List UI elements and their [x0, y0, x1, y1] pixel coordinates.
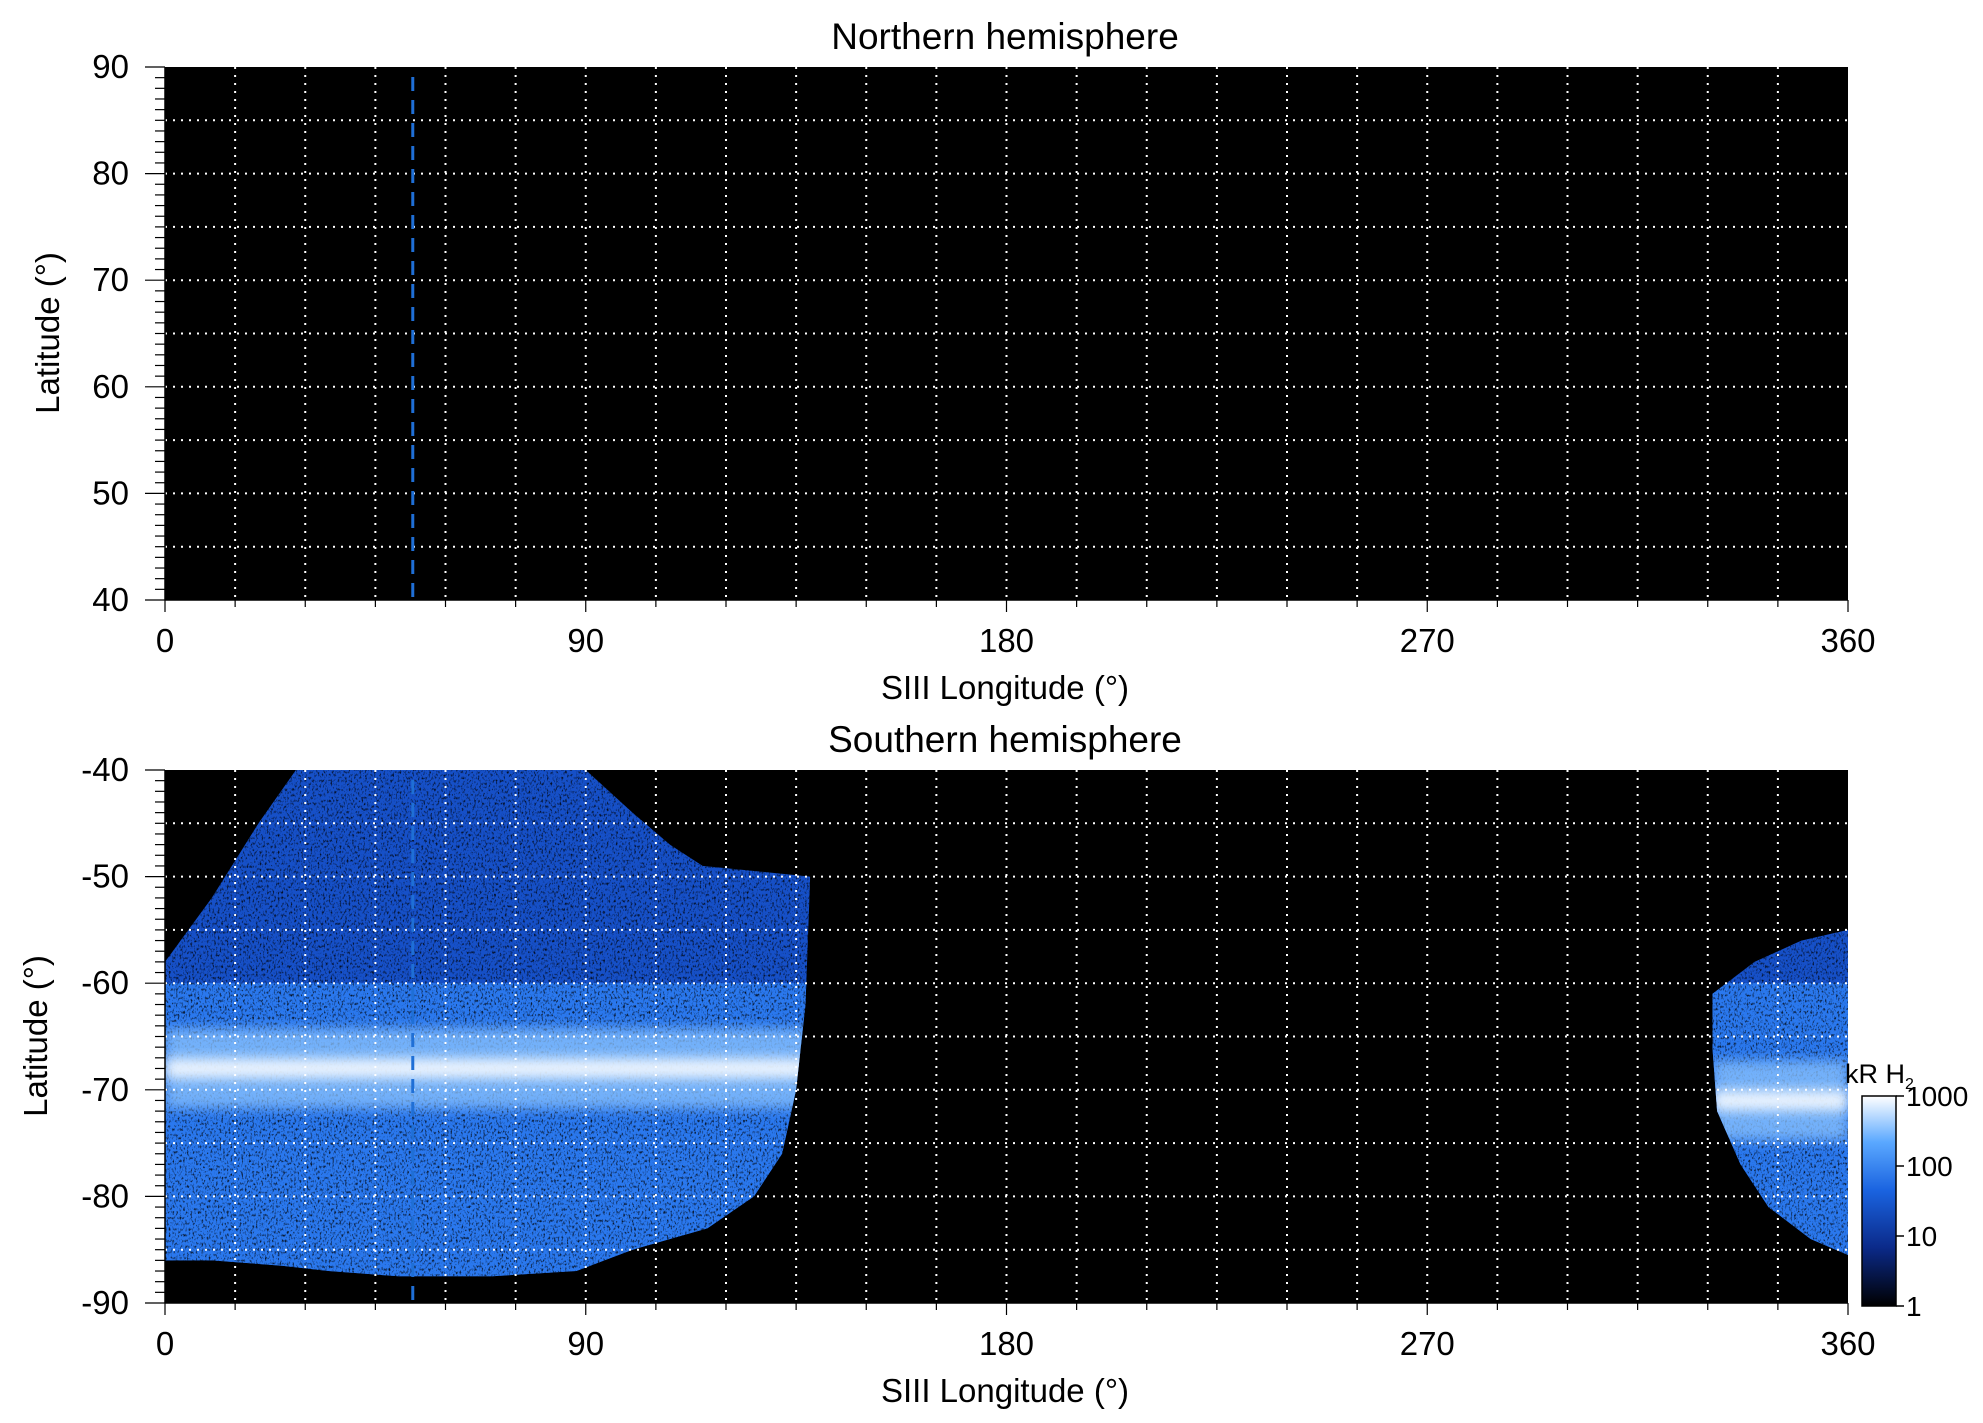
south-x-tick-label: 0 [156, 1325, 174, 1362]
west-region-main-oval-core [165, 1058, 811, 1079]
south-panel: Southern hemisphere -90 -80 -70 -60 -50 -40 0 9… [17, 719, 1876, 1409]
colorbar-gradient [1861, 1095, 1897, 1307]
south-y-tick-label: -90 [81, 1284, 129, 1321]
north-y-tick-label: 70 [92, 261, 129, 298]
south-x-tick-label: 270 [1400, 1325, 1455, 1362]
south-x-tick-label: 180 [979, 1325, 1034, 1362]
colorbar-tick-label: 10 [1906, 1221, 1937, 1252]
colorbar-label-subscript: 2 [1905, 1076, 1914, 1093]
colorbar: kR H2 1 10 100 1000 [1845, 1059, 1968, 1322]
south-y-tick-label: -40 [81, 751, 129, 788]
north-axes: 40 50 60 70 80 90 0 90 180 270 360 [92, 48, 1875, 659]
south-ylabel: Latitude (°) [17, 955, 54, 1117]
north-xlabel: SIII Longitude (°) [881, 669, 1129, 706]
colorbar-tick-label: 1000 [1906, 1081, 1968, 1112]
south-title: Southern hemisphere [828, 719, 1182, 760]
south-xlabel: SIII Longitude (°) [881, 1372, 1129, 1409]
south-grid [165, 770, 1848, 1303]
north-panel: Northern hemisphere 40 50 60 70 80 90 0 90 180 27… [29, 16, 1876, 706]
north-ylabel: Latitude (°) [29, 252, 66, 414]
north-y-tick-label: 90 [92, 48, 129, 85]
north-y-tick-label: 80 [92, 155, 129, 192]
north-y-tick-label: 40 [92, 581, 129, 618]
north-x-tick-label: 270 [1400, 622, 1455, 659]
north-grid [165, 67, 1848, 600]
north-x-tick-label: 360 [1820, 622, 1875, 659]
south-y-tick-label: -50 [81, 858, 129, 895]
south-x-tick-label: 360 [1820, 1325, 1875, 1362]
south-axes: -90 -80 -70 -60 -50 -40 0 90 180 270 360 [81, 751, 1875, 1362]
north-x-tick-label: 0 [156, 622, 174, 659]
south-y-tick-label: -60 [81, 964, 129, 1001]
north-y-tick-label: 50 [92, 474, 129, 511]
east-region-main-oval-core [1712, 1090, 1848, 1111]
north-y-tick-label: 60 [92, 368, 129, 405]
colorbar-ticks: 1 10 100 1000 [1896, 1081, 1968, 1322]
south-y-tick-label: -70 [81, 1071, 129, 1108]
south-y-tick-label: -80 [81, 1177, 129, 1214]
north-x-tick-label: 90 [567, 622, 604, 659]
colorbar-tick-label: 1 [1906, 1291, 1922, 1322]
colorbar-tick-label: 100 [1906, 1151, 1953, 1182]
north-x-tick-label: 180 [979, 622, 1034, 659]
colorbar-label: kR H2 [1845, 1059, 1914, 1093]
south-x-tick-label: 90 [567, 1325, 604, 1362]
north-title: Northern hemisphere [831, 16, 1179, 57]
